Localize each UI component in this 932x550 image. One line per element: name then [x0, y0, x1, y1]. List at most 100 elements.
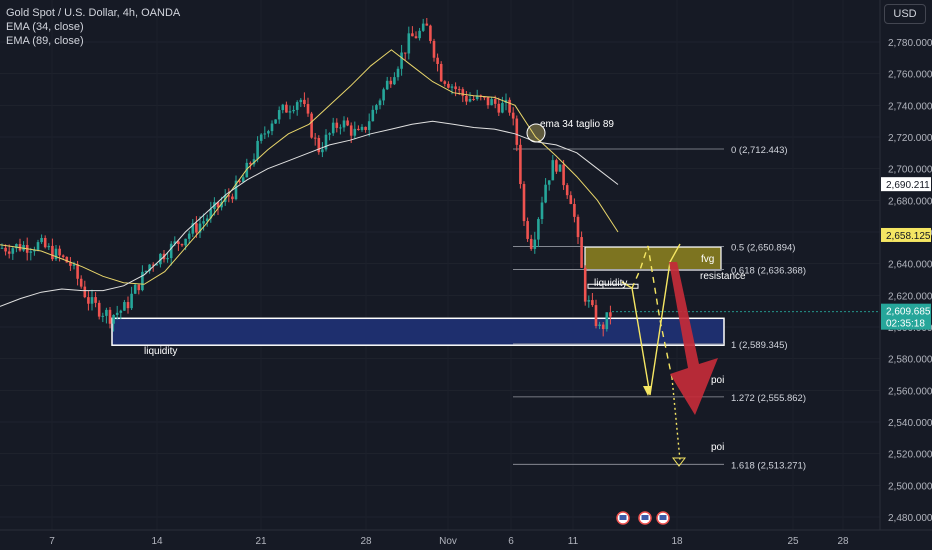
candle-body — [72, 264, 76, 266]
candle-body — [346, 120, 349, 126]
candle-body — [432, 40, 436, 58]
candle-body — [400, 52, 403, 69]
liquidity-label-bottom: liquidity — [144, 346, 177, 357]
zones — [111, 246, 725, 346]
candle-body — [184, 238, 187, 246]
price-tick-label: 2,740.000 — [888, 101, 932, 112]
projection-arrowhead — [643, 386, 652, 396]
price-axis[interactable]: 2,780.000 2,760.000 2,740.000 2,720.000 2,70… — [879, 0, 932, 550]
price-tick-label: 2,480.000 — [888, 513, 932, 524]
candle-body — [4, 247, 7, 252]
candle-body — [101, 315, 105, 317]
candle-body — [418, 30, 421, 39]
candle-body — [173, 241, 177, 244]
candle-body — [83, 286, 87, 298]
time-axis[interactable]: 7 14 21 28 Nov 6 11 18 25 28 — [0, 511, 932, 547]
candle-body — [576, 216, 580, 238]
candle-body — [601, 324, 605, 330]
candle-body — [79, 278, 83, 287]
candle-body — [540, 202, 544, 220]
ema34-price-tag-bg — [881, 227, 931, 242]
candle-body — [180, 244, 184, 246]
candle-body — [22, 245, 25, 251]
projection-arrowhead-dotted — [672, 457, 686, 467]
candle-body — [580, 237, 583, 268]
ema-89-legend[interactable]: EMA (89, close) — [6, 35, 84, 47]
time-tick-label: 28 — [360, 536, 372, 547]
time-tick-label: 25 — [787, 536, 799, 547]
price-tick-label: 2,560.000 — [888, 386, 932, 397]
candle-body — [187, 233, 191, 239]
poi-label-1: poi — [711, 375, 724, 386]
fib-label: 0.618 (2,636.368) — [731, 265, 806, 276]
time-tick-label: 7 — [49, 536, 55, 547]
resistance-label: resistance — [700, 271, 746, 282]
price-axis-bg — [880, 0, 932, 550]
fib-label: 0 (2,712.443) — [731, 145, 788, 156]
ema-89-line — [0, 120, 619, 307]
liquidity-small-box — [587, 283, 639, 289]
candle-body — [367, 121, 371, 130]
candle-body — [313, 137, 317, 139]
candle-body — [15, 244, 18, 249]
candle-body — [137, 284, 141, 291]
candle-body — [515, 118, 519, 145]
candle-body — [112, 314, 115, 324]
candle-body — [565, 185, 569, 196]
candle-body — [133, 284, 137, 294]
candle-body — [339, 127, 342, 129]
candle-body — [439, 63, 443, 82]
price-tick-label: 2,640.000 — [888, 260, 932, 271]
price-tick-label: 2,760.000 — [888, 70, 932, 81]
candle-body — [537, 219, 540, 240]
last-price-tag: 2,609.685 — [886, 307, 931, 318]
currency-button[interactable]: USD — [884, 4, 926, 24]
fib-label: 0.5 (2,650.894) — [731, 242, 795, 253]
projection-path-solid — [621, 243, 681, 396]
price-tick-label: 2,500.000 — [888, 481, 932, 492]
candle-body — [587, 300, 591, 302]
candle-body — [198, 223, 202, 233]
ema-lines — [0, 49, 619, 307]
projection-path-dotted — [671, 377, 681, 461]
ema89-price-tag-bg — [881, 177, 931, 192]
candle-body — [393, 77, 396, 85]
poi-label-2: poi — [711, 442, 724, 453]
time-tick-label: 14 — [151, 536, 163, 547]
candle-body — [605, 312, 609, 330]
candle-body — [40, 237, 43, 243]
candle-body — [569, 195, 573, 204]
ema-34-legend[interactable]: EMA (34, close) — [6, 21, 84, 33]
candle-body — [342, 120, 346, 128]
last-price-countdown: 02:35:18 — [886, 319, 925, 330]
candle-body — [47, 245, 51, 248]
candle-body — [130, 293, 133, 309]
candle-body — [306, 104, 310, 114]
candle-body — [292, 109, 295, 112]
candle-body — [328, 133, 331, 135]
symbol-title[interactable]: Gold Spot / U.S. Dollar, 4h, OANDA — [6, 7, 181, 19]
candle-body — [97, 302, 101, 317]
candle-body — [511, 112, 515, 119]
candle-body — [115, 312, 119, 315]
candle-body — [371, 109, 375, 122]
candle-body — [522, 184, 526, 222]
candle-body — [353, 128, 357, 136]
liquidity-label-top: liquidity — [594, 278, 627, 289]
candle-body — [267, 131, 270, 134]
price-tick-label: 2,540.000 — [888, 418, 932, 429]
bearish-arrow — [669, 262, 718, 415]
candle-body — [234, 180, 238, 200]
fibonacci-levels: 0 (2,712.443) 0.5 (2,650.894) 0.618 (2,636… — [513, 145, 806, 471]
candle-body — [51, 245, 54, 260]
price-tick-label: 2,720.000 — [888, 133, 932, 144]
candle-body — [159, 253, 162, 265]
candle-body — [69, 262, 72, 266]
time-tick-label: 6 — [508, 536, 514, 547]
candle-body — [238, 180, 241, 183]
flag-mark-icon — [659, 515, 667, 520]
candle-body — [558, 164, 562, 172]
candle-body — [403, 52, 407, 54]
last-price-tag-bg — [881, 303, 931, 330]
